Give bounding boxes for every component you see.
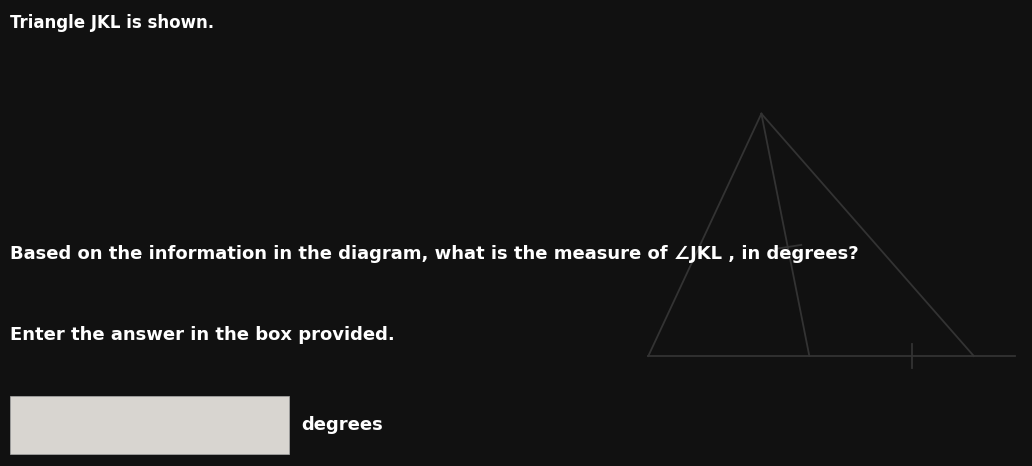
Text: 68°: 68° — [769, 329, 796, 344]
Text: Based on the information in the diagram, what is the measure of ∠JKL , in degree: Based on the information in the diagram,… — [10, 245, 859, 263]
Text: Triangle JKL is shown.: Triangle JKL is shown. — [10, 14, 215, 32]
Text: M: M — [805, 374, 821, 392]
Text: 42°: 42° — [674, 329, 701, 344]
FancyBboxPatch shape — [10, 396, 289, 454]
Text: K: K — [755, 83, 768, 102]
Text: J: J — [642, 374, 648, 392]
Text: Enter the answer in the box provided.: Enter the answer in the box provided. — [10, 326, 395, 344]
Text: degrees: degrees — [301, 416, 383, 434]
